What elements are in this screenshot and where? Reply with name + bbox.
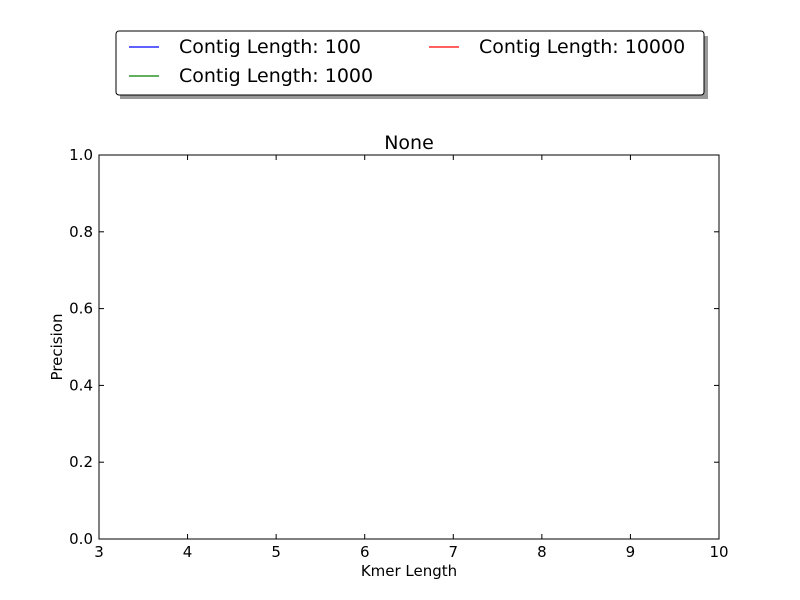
y-tick-label: 0.2	[69, 453, 93, 471]
x-tick-label: 3	[94, 543, 104, 561]
legend-label: Contig Length: 1000	[179, 65, 373, 87]
x-axis-label: Kmer Length	[361, 562, 457, 580]
chart-title: None	[384, 132, 434, 154]
y-tick-label: 0.6	[69, 300, 93, 318]
legend-label: Contig Length: 100	[179, 36, 361, 58]
legend-frame	[115, 30, 705, 96]
y-tick-label: 0.4	[69, 376, 93, 394]
y-tick-label: 0.0	[69, 530, 93, 548]
x-tick-label: 6	[360, 543, 370, 561]
y-tick-label: 0.8	[69, 223, 93, 241]
x-tick-label: 10	[709, 543, 728, 561]
y-tick-label: 1.0	[69, 146, 93, 164]
legend-label: Contig Length: 10000	[479, 36, 685, 58]
plot-area	[98, 154, 720, 540]
x-tick-label: 7	[449, 543, 459, 561]
x-axis: 3 4 5 6 7 8 9 10	[94, 155, 729, 561]
x-tick-label: 5	[271, 543, 281, 561]
y-axis-label: Precision	[48, 314, 66, 381]
x-tick-label: 8	[537, 543, 547, 561]
x-tick-label: 4	[183, 543, 193, 561]
legend: Contig Length: 100 Contig Length: 1000 Con…	[115, 30, 708, 99]
y-axis: 0.0 0.2 0.4 0.6 0.8 1.0	[69, 146, 719, 548]
x-tick-label: 9	[626, 543, 636, 561]
